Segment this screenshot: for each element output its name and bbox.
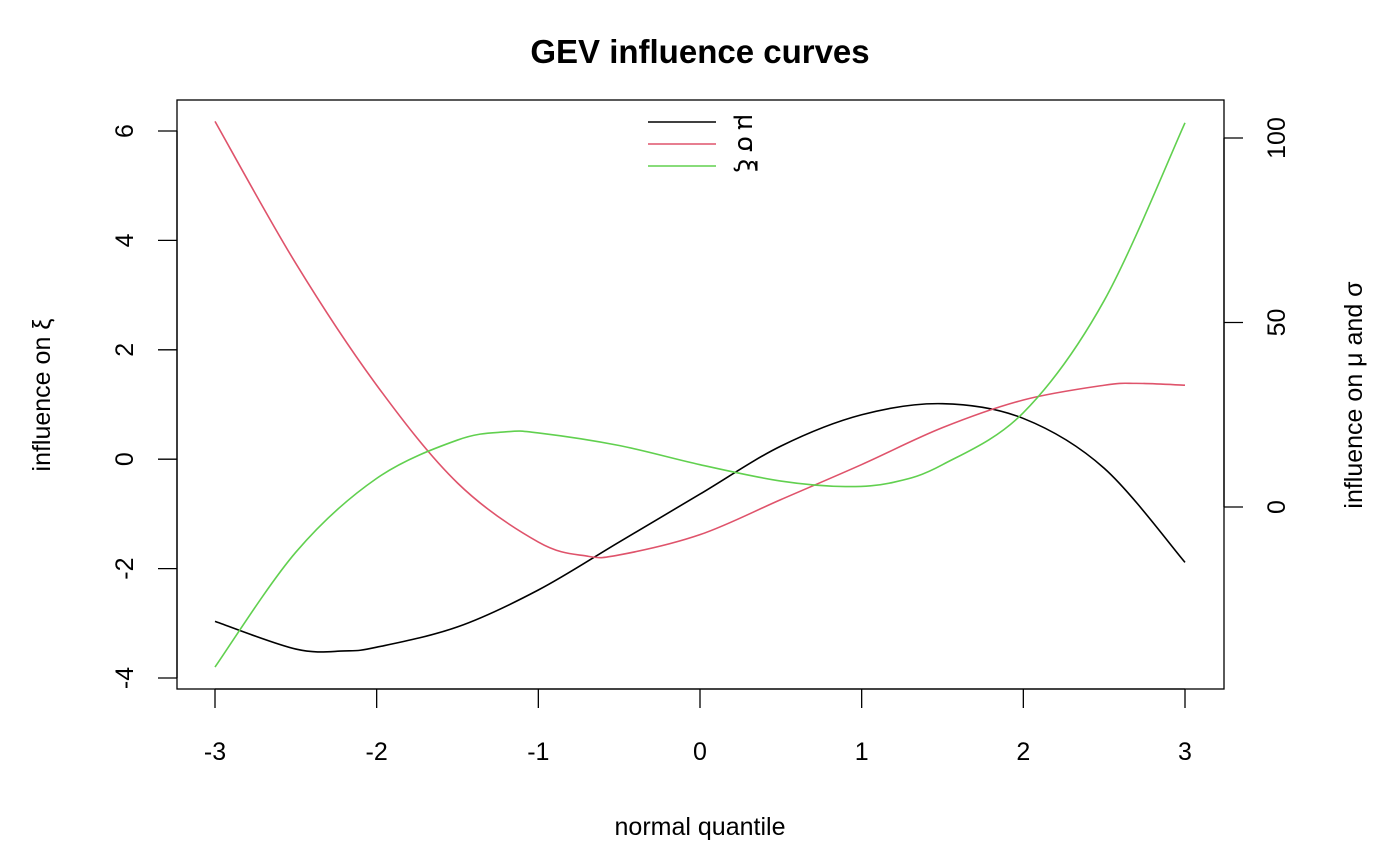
x-tick-label: -1 [527,738,549,766]
y-left-tick-label: 6 [111,124,139,138]
y-left-tick-label: -2 [111,557,139,579]
series-line-mu [214,402,1186,653]
y-left-tick-label: 4 [111,233,139,247]
y-right-tick-label: 50 [1263,309,1291,337]
x-tick-label: 1 [855,738,869,766]
legend: μσξ [648,114,762,173]
legend-label-xi: ξ [733,159,762,173]
series-line-xi [214,122,1186,668]
chart-title: GEV influence curves [530,33,869,70]
series-line-sigma [214,121,1186,559]
y-axis-right-label: influence on μ and σ [1340,281,1368,509]
x-axis: -3 -2 -1 0 1 2 3 [204,688,1192,766]
y-right-tick-label: 100 [1263,117,1291,159]
x-axis-label: normal quantile [615,813,786,841]
x-tick-label: 0 [693,738,707,766]
legend-label-sigma: σ [733,136,762,152]
y-axis-right: 0 50 100 [1223,117,1291,514]
y-left-tick-label: 0 [111,452,139,466]
x-tick-label: -2 [366,738,388,766]
y-axis-left: -4 -2 0 2 4 6 [111,124,178,689]
legend-label-mu: μ [733,114,762,130]
x-tick-label: 2 [1016,738,1030,766]
y-right-tick-label: 0 [1263,500,1291,514]
x-tick-label: -3 [204,738,226,766]
plot-frame [176,99,1225,690]
y-left-tick-label: -4 [111,667,139,689]
y-axis-left-label: influence on ξ [28,319,56,472]
y-left-tick-label: 2 [111,343,139,357]
series-layer [214,121,1186,668]
x-tick-label: 3 [1178,738,1192,766]
